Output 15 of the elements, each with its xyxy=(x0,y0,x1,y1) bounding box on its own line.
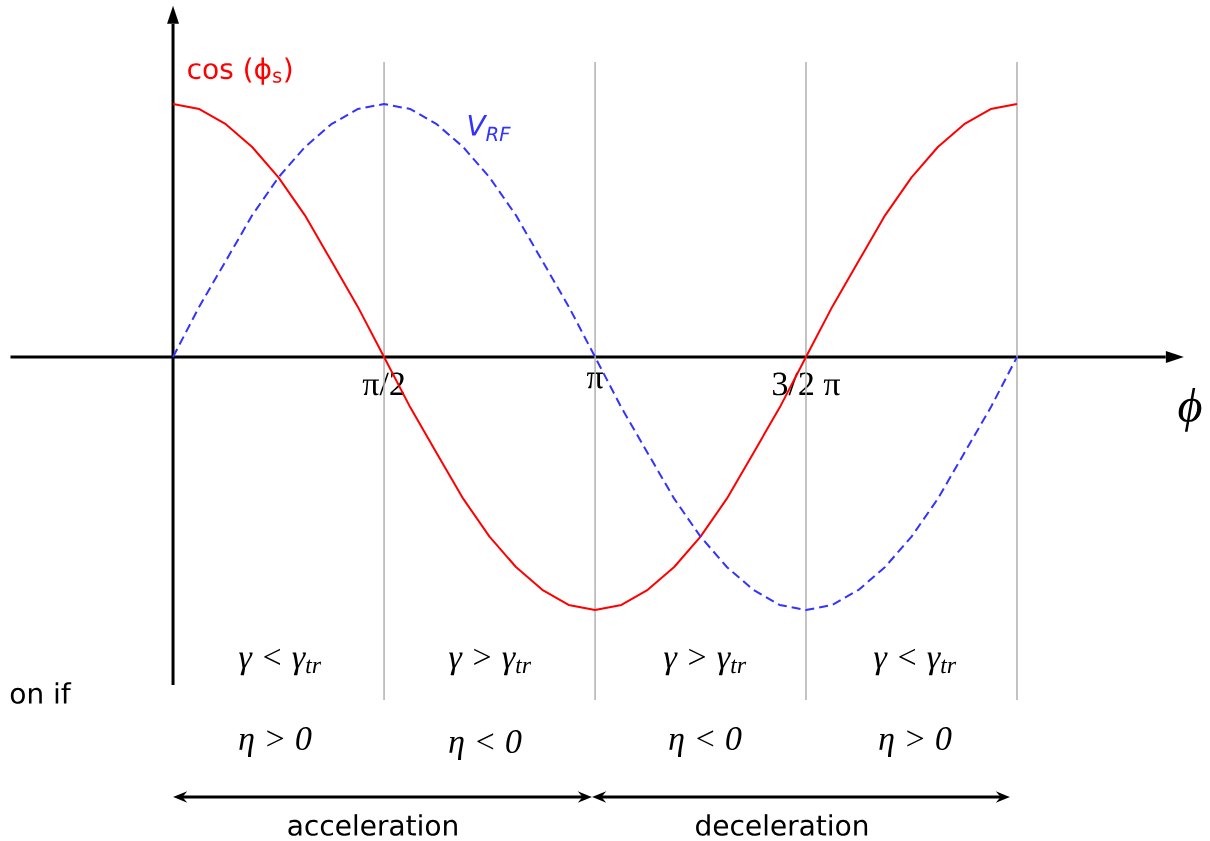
text: η < 0 xyxy=(669,727,742,757)
x-tick-label: π xyxy=(586,372,604,389)
text: acceleration xyxy=(288,814,457,836)
text: deceleration xyxy=(696,814,868,836)
series-label: V$_{RF}$ xyxy=(468,114,511,142)
text: η < 0 xyxy=(449,730,522,760)
text: γ > γ$_{tr}$ xyxy=(664,648,747,676)
series-label: cos (ϕ$_{s}$) xyxy=(188,57,292,85)
text: on if xyxy=(10,682,72,704)
text: η > 0 xyxy=(239,727,312,757)
text: γ < γ$_{tr}$ xyxy=(874,648,957,676)
x-axis-title: ϕ xyxy=(1178,388,1202,432)
text: γ > γ$_{tr}$ xyxy=(449,648,532,676)
text: γ < γ$_{tr}$ xyxy=(239,648,322,676)
text: η > 0 xyxy=(879,727,952,757)
